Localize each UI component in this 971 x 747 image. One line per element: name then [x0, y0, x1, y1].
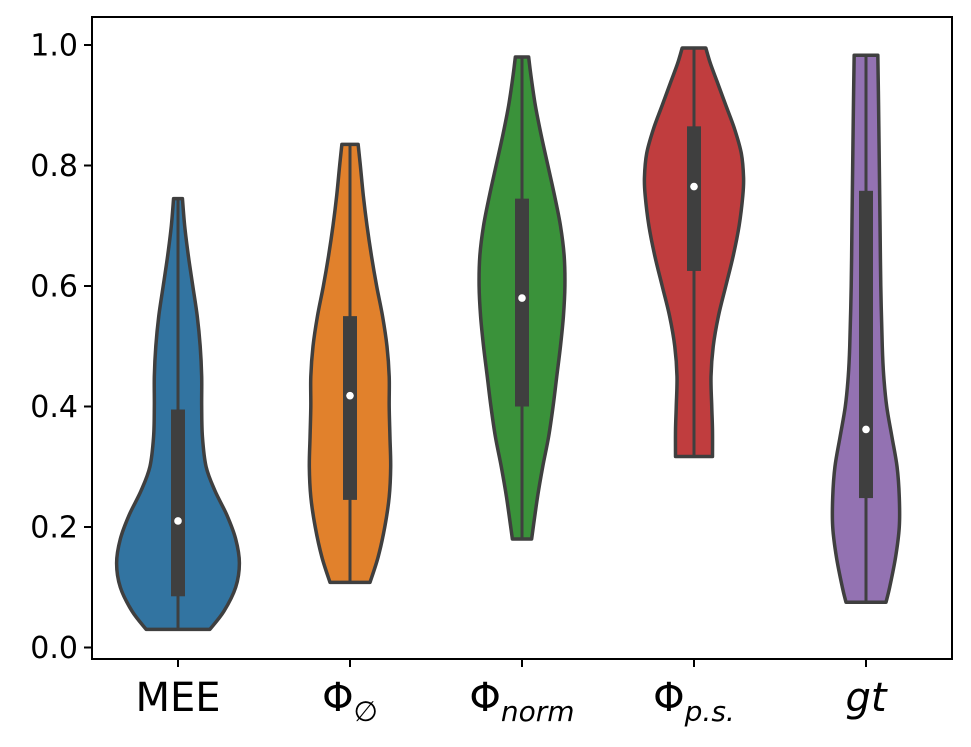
median-dot-mee [174, 517, 182, 525]
y-tick-label: 0.0 [30, 631, 78, 666]
x-axis: MEE Φ∅ Φnorm Φp.s. gt [135, 659, 888, 728]
y-tick-label: 0.8 [30, 149, 78, 184]
violin-mee [114, 196, 242, 632]
median-dot-phi-norm [518, 294, 526, 302]
violin-gt [830, 53, 902, 605]
iqr-box-phi-norm [515, 198, 529, 407]
violin-phi-empty [307, 142, 393, 585]
x-tick-label-subscript: p.s. [684, 695, 735, 728]
x-tick-label-base: Φ [322, 675, 353, 721]
y-tick-label: 0.2 [30, 511, 78, 546]
x-tick-label-subscript: norm [501, 695, 575, 728]
iqr-box-phi-empty [343, 316, 357, 500]
violin-phi-norm [477, 55, 567, 541]
x-tick-label-base: gt [845, 675, 887, 721]
x-tick-label-phi-norm: Φnorm [469, 675, 574, 728]
y-tick-label: 0.4 [30, 390, 78, 425]
x-tick-label-base: Φ [469, 675, 500, 721]
x-tick-label-gt: gt [845, 675, 887, 721]
x-tick-label-phi-ps: Φp.s. [653, 675, 735, 728]
violins-group [114, 46, 902, 632]
y-tick-label: 0.6 [30, 270, 78, 305]
x-tick-label-base: MEE [135, 675, 220, 721]
median-dot-gt [862, 425, 870, 434]
x-tick-label-mee: MEE [135, 675, 220, 721]
median-dot-phi-ps [690, 182, 698, 191]
violin-phi-ps [642, 46, 746, 459]
y-axis: 0.0 0.2 0.4 0.6 0.8 1.0 [30, 29, 92, 666]
median-dot-phi-empty [346, 391, 354, 400]
iqr-box-phi-ps [687, 126, 701, 271]
plot-frame [91, 16, 953, 660]
x-tick-label-phi-empty: Φ∅ [322, 675, 378, 728]
x-tick-label-base: Φ [653, 675, 684, 721]
x-tick-label-subscript: ∅ [354, 695, 378, 728]
iqr-box-gt [859, 190, 873, 499]
y-tick-label: 1.0 [30, 29, 78, 64]
iqr-box-mee [171, 409, 185, 597]
